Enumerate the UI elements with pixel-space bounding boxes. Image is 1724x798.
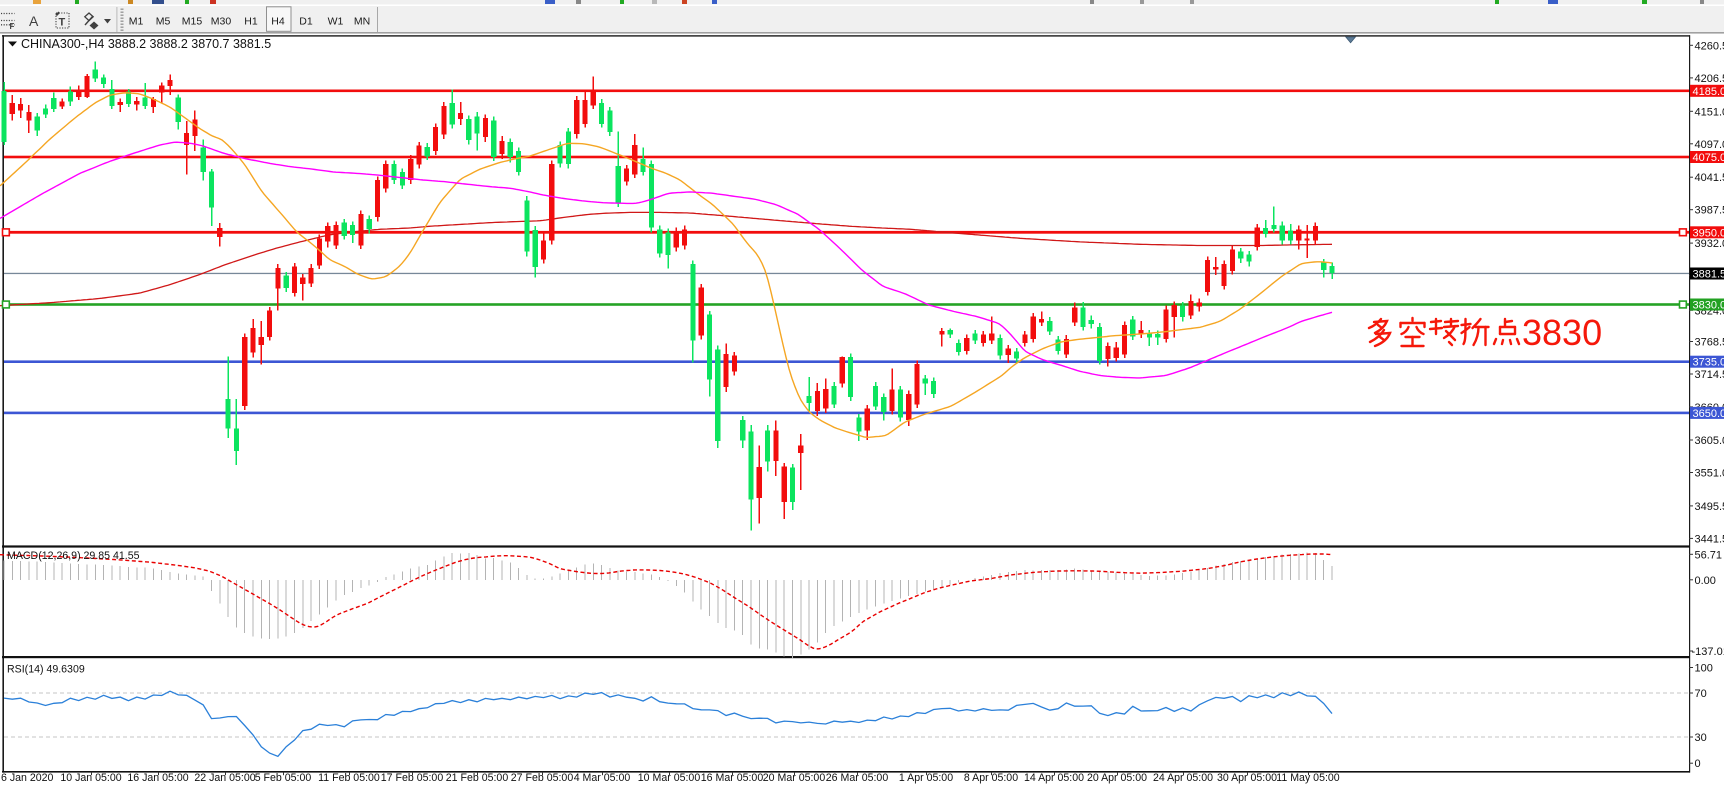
svg-text:3830.0: 3830.0 (1693, 300, 1724, 312)
svg-text:30: 30 (1695, 732, 1707, 744)
svg-text:CHINA300-,H4 3888.2 3888.2 38: CHINA300-,H4 3888.2 3888.2 3870.7 3881.5 (21, 37, 271, 51)
svg-text:T: T (59, 17, 66, 29)
svg-text:3881.5: 3881.5 (1693, 269, 1724, 281)
svg-text:3830: 3830 (1522, 312, 1602, 353)
svg-text:3932.0: 3932.0 (1695, 238, 1724, 250)
svg-text:4097.0: 4097.0 (1695, 139, 1724, 151)
svg-text:4041.5: 4041.5 (1695, 172, 1724, 184)
svg-text:M1: M1 (129, 16, 144, 28)
svg-text:6 Jan 2020: 6 Jan 2020 (1, 772, 54, 784)
svg-text:H1: H1 (244, 16, 258, 28)
svg-text:-137.01: -137.01 (1692, 646, 1724, 658)
svg-text:3441.5: 3441.5 (1695, 533, 1724, 545)
svg-text:4075.0: 4075.0 (1693, 152, 1724, 164)
svg-text:W1: W1 (328, 16, 344, 28)
svg-text:0: 0 (1695, 758, 1701, 770)
svg-text:MN: MN (354, 16, 370, 28)
svg-text:4260.5: 4260.5 (1695, 40, 1724, 52)
svg-text:4151.0: 4151.0 (1695, 106, 1724, 118)
svg-text:3495.5: 3495.5 (1695, 501, 1724, 513)
svg-text:3650.0: 3650.0 (1693, 408, 1724, 420)
svg-text:M5: M5 (156, 16, 171, 28)
svg-text:MACD(12,26,9) 29.85 41.55: MACD(12,26,9) 29.85 41.55 (7, 550, 140, 562)
svg-text:3987.5: 3987.5 (1695, 205, 1724, 217)
svg-text:D1: D1 (299, 16, 313, 28)
svg-text:3768.5: 3768.5 (1695, 337, 1724, 349)
svg-text:3950.0: 3950.0 (1693, 227, 1724, 239)
svg-text:4206.5: 4206.5 (1695, 73, 1724, 85)
svg-text:3551.0: 3551.0 (1695, 468, 1724, 480)
svg-text:4185.0: 4185.0 (1693, 86, 1724, 98)
svg-text:M15: M15 (182, 16, 203, 28)
svg-text:A: A (29, 13, 39, 29)
svg-text:56.71: 56.71 (1695, 549, 1723, 561)
svg-text:3714.5: 3714.5 (1695, 369, 1724, 381)
svg-text:70: 70 (1695, 688, 1707, 700)
svg-text:3605.0: 3605.0 (1695, 435, 1724, 447)
svg-text:F: F (10, 22, 15, 31)
svg-text:RSI(14) 49.6309: RSI(14) 49.6309 (7, 664, 85, 676)
svg-text:3735.0: 3735.0 (1693, 357, 1724, 369)
svg-text:M30: M30 (211, 16, 232, 28)
svg-text:100: 100 (1695, 663, 1713, 675)
svg-text:H4: H4 (271, 16, 285, 28)
svg-text:0.00: 0.00 (1695, 575, 1716, 587)
